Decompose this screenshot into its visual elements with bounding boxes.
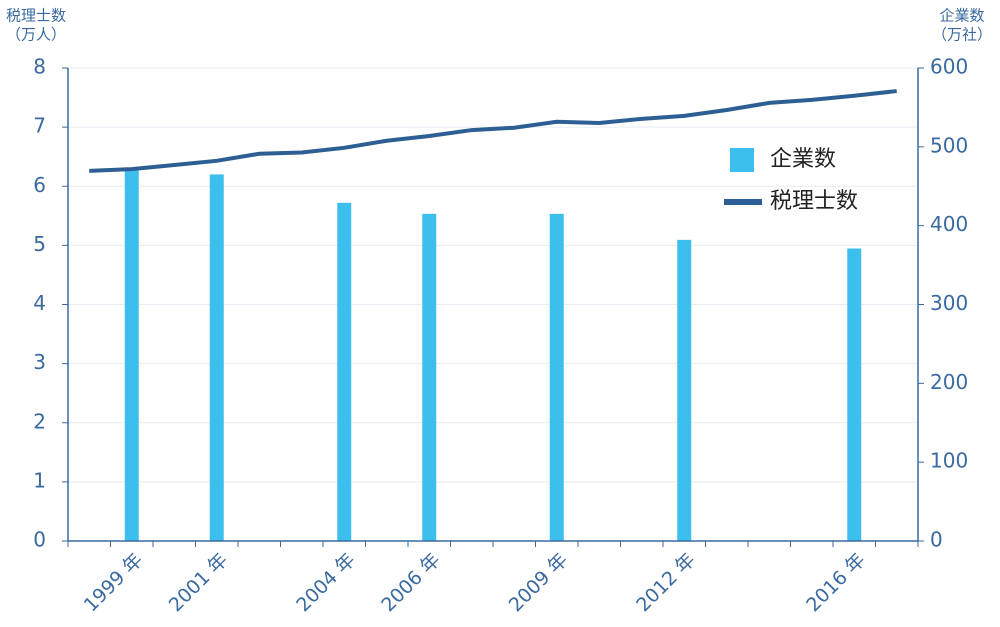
x-tick-label: 2006 年 [377, 549, 444, 616]
y-tick-label: 1 [33, 468, 46, 492]
y2-axis-title: 企業数 [939, 7, 984, 25]
y2-axis-title: （万社） [932, 26, 992, 44]
x-tick-label: 2004 年 [292, 549, 359, 616]
y-tick-label: 0 [33, 528, 46, 552]
y-tick-label: 4 [33, 291, 46, 315]
y2-tick-label: 200 [930, 370, 968, 394]
y2-tick-label: 100 [930, 449, 968, 473]
y-tick-label: 5 [33, 232, 46, 256]
bar [209, 174, 224, 542]
x-tick-label: 2016 年 [802, 549, 869, 616]
bar [124, 170, 139, 541]
y-axis-title: 税理士数 [6, 7, 66, 25]
y-tick-label: 6 [33, 173, 46, 197]
x-tick-label: 2012 年 [632, 549, 699, 616]
y-tick-label: 3 [33, 350, 46, 374]
y2-tick-label: 400 [930, 212, 968, 236]
legend-swatch [730, 148, 754, 172]
x-tick-label: 1999 年 [80, 549, 147, 616]
x-tick-label: 2009 年 [505, 549, 572, 616]
y2-tick-label: 500 [930, 133, 968, 157]
line [89, 89, 897, 173]
y-tick-label: 8 [33, 55, 46, 79]
bar [677, 239, 692, 541]
bar [422, 213, 437, 541]
bar [337, 202, 352, 541]
x-tick-label: 2001 年 [165, 549, 232, 616]
bar [549, 213, 564, 541]
y-tick-label: 2 [33, 409, 46, 433]
legend-swatch [724, 199, 762, 205]
legend-label: 税理士数 [770, 189, 858, 214]
legend-label: 企業数 [770, 147, 836, 172]
y-tick-label: 7 [33, 114, 46, 138]
bar [847, 248, 862, 542]
y2-tick-label: 300 [930, 291, 968, 315]
y2-tick-label: 600 [930, 55, 968, 79]
y2-tick-label: 0 [930, 528, 943, 552]
y-axis-title: （万人） [6, 26, 66, 44]
